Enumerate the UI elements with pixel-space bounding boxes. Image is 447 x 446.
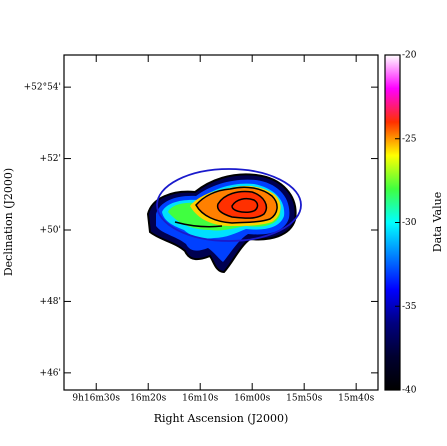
y-tick-label: +52' xyxy=(40,154,61,164)
y-tick-label: +48' xyxy=(40,297,61,307)
inner-contour xyxy=(231,197,259,213)
colorbar-label: Data Value xyxy=(431,192,444,252)
x-tick-label: 16m00s xyxy=(234,394,270,404)
plot-frame xyxy=(63,54,379,391)
colorbar-tick-label: -30 xyxy=(402,218,417,228)
x-axis-label: Right Ascension (J2000) xyxy=(154,412,289,425)
colorbar-tick-label: -20 xyxy=(402,51,417,61)
x-tick-label: 16m10s xyxy=(182,394,218,404)
x-tick-label: 9h16m30s xyxy=(72,394,120,404)
contour xyxy=(174,221,223,228)
y-tick-label: +50' xyxy=(40,226,61,236)
beam-ellipse xyxy=(156,168,302,242)
y-tick-label: +52°54' xyxy=(24,83,61,93)
colorbar-tick-label: -35 xyxy=(402,302,417,312)
y-tick-label: +46' xyxy=(40,368,61,378)
y-axis-label: Declination (J2000) xyxy=(2,168,15,276)
x-tick-label: 15m40s xyxy=(338,394,374,404)
x-tick-label: 16m20s xyxy=(130,394,166,404)
emission-image xyxy=(146,168,302,274)
x-tick-label: 15m50s xyxy=(286,394,322,404)
colorbar-tick-label: -40 xyxy=(402,386,417,396)
colorbar-tick-label: -25 xyxy=(402,134,417,144)
